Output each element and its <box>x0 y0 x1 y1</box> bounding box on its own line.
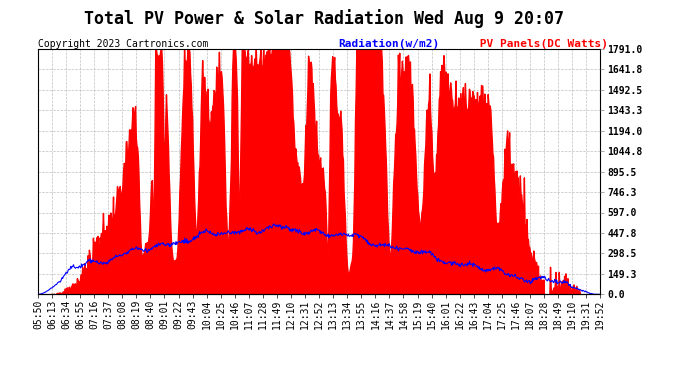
Text: Radiation(w/m2): Radiation(w/m2) <box>338 39 440 50</box>
Text: Copyright 2023 Cartronics.com: Copyright 2023 Cartronics.com <box>38 39 208 50</box>
Text: PV Panels(DC Watts): PV Panels(DC Watts) <box>473 39 608 50</box>
Text: Total PV Power & Solar Radiation Wed Aug 9 20:07: Total PV Power & Solar Radiation Wed Aug… <box>84 9 564 28</box>
